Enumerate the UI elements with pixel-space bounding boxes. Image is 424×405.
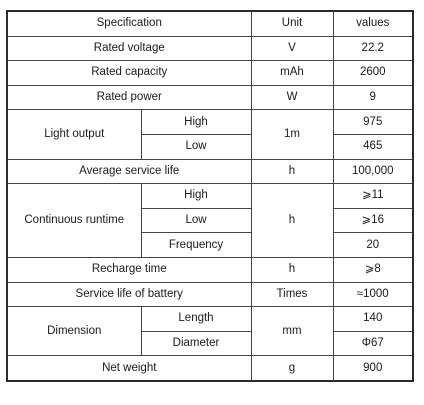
spec-label: Average service life <box>6 158 252 185</box>
unit-cell: mAh <box>250 60 334 86</box>
value-cell: 20 <box>332 232 414 258</box>
row-rated-power: Rated power W 9 <box>6 84 414 111</box>
table-header-row: Specification Unit values <box>6 10 414 37</box>
unit-cell: h <box>250 183 334 258</box>
value-cell: 2600 <box>332 60 414 86</box>
sub-label: Low <box>140 207 252 234</box>
row-light-output-high: Light output High 1m 975 <box>6 109 414 160</box>
value-cell: 465 <box>332 133 414 160</box>
row-dimension-diameter: Diameter Φ67 <box>7 330 414 357</box>
header-unit: Unit <box>250 10 334 37</box>
value-cell: 140 <box>332 306 414 332</box>
sub-label: Low <box>140 133 252 160</box>
value-cell: 100,000 <box>332 158 414 185</box>
row-recharge-time: Recharge time h ⩾8 <box>6 256 414 283</box>
sub-label: Diameter <box>140 330 252 357</box>
row-dimension-length: Dimension Length mm 140 <box>6 306 414 357</box>
spec-label: Rated power <box>6 84 252 111</box>
sub-label: High <box>140 109 252 135</box>
spec-label: Rated capacity <box>6 60 252 86</box>
value-cell: ⩾8 <box>332 256 414 283</box>
value-cell: ≈1000 <box>332 281 414 308</box>
spec-label: Continuous runtime <box>6 183 142 258</box>
spec-label: Dimension <box>6 306 142 357</box>
value-cell: ⩾11 <box>332 183 414 209</box>
value-cell: ⩾16 <box>332 207 414 234</box>
spec-label: Light output <box>6 109 142 160</box>
row-rated-capacity: Rated capacity mAh 2600 <box>6 60 414 86</box>
unit-cell: V <box>250 35 334 62</box>
value-cell: Φ67 <box>332 330 414 357</box>
sub-label: Frequency <box>140 232 252 258</box>
row-light-output-low: Low 465 <box>7 133 414 160</box>
value-cell: 975 <box>332 109 414 135</box>
spec-label: Rated voltage <box>6 35 252 62</box>
spec-label: Net weight <box>6 355 252 382</box>
value-cell: 22.2 <box>332 35 414 62</box>
row-runtime-frequency: Frequency 20 <box>7 232 414 258</box>
row-rated-voltage: Rated voltage V 22.2 <box>6 35 414 62</box>
row-net-weight: Net weight g 900 <box>6 355 414 382</box>
row-runtime-low: Low ⩾16 <box>7 207 414 234</box>
spec-label: Recharge time <box>6 256 252 283</box>
spec-label: Service life of battery <box>6 281 252 308</box>
unit-cell: mm <box>250 306 334 357</box>
unit-cell: h <box>250 256 334 283</box>
header-specification: Specification <box>6 10 252 37</box>
unit-cell: W <box>250 84 334 111</box>
sub-label: High <box>140 183 252 209</box>
unit-cell: g <box>250 355 334 382</box>
row-runtime-high: Continuous runtime High h ⩾11 <box>6 183 414 258</box>
sub-label: Length <box>140 306 252 332</box>
value-cell: 900 <box>332 355 414 382</box>
unit-cell: 1m <box>250 109 334 160</box>
unit-cell: Times <box>250 281 334 308</box>
row-battery-life: Service life of battery Times ≈1000 <box>6 281 414 308</box>
header-values: values <box>332 10 414 37</box>
unit-cell: h <box>250 158 334 185</box>
value-cell: 9 <box>332 84 414 111</box>
specification-table: Specification Unit values Rated voltage … <box>6 10 414 382</box>
row-average-service-life: Average service life h 100,000 <box>6 158 414 185</box>
